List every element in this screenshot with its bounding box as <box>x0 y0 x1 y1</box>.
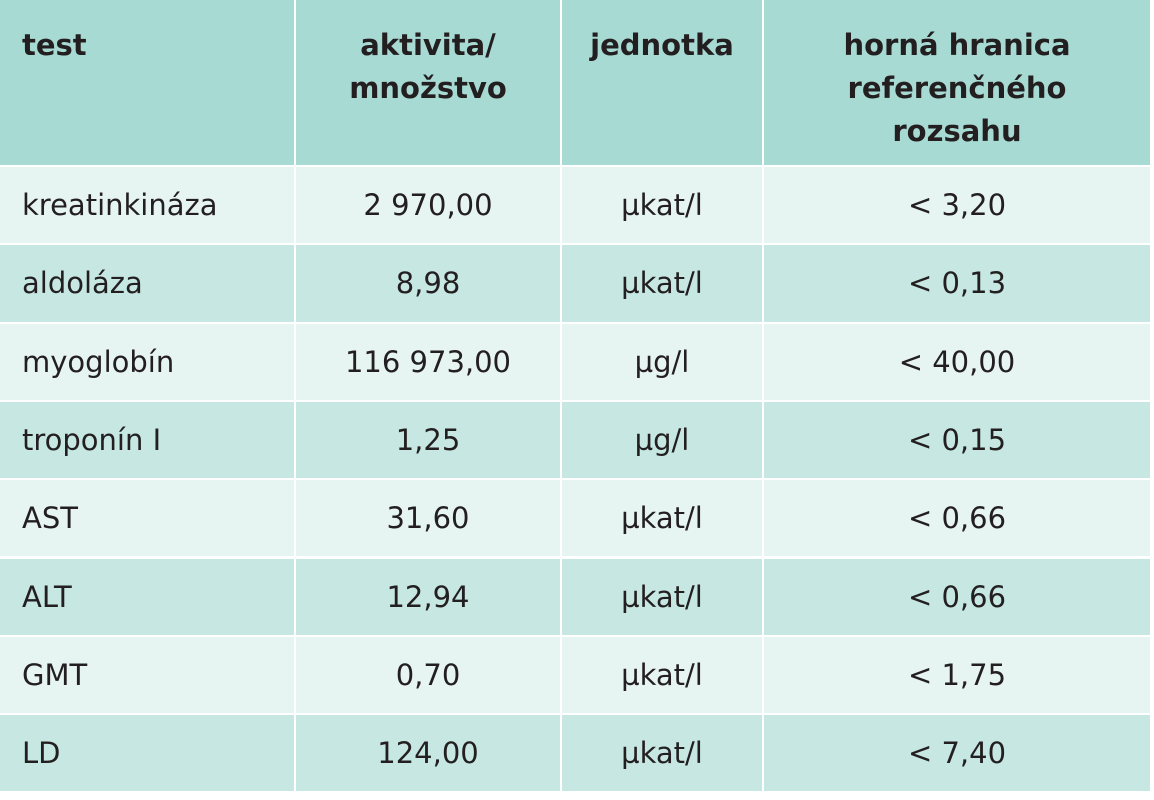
header-cell: horná hranica referenčného rozsahu <box>764 0 1150 165</box>
cell-text: ALT <box>22 579 72 614</box>
table-cell: < 0,13 <box>764 245 1150 322</box>
cell-text: LD <box>22 736 61 771</box>
table-cell: µkat/l <box>562 167 762 244</box>
cell-text: µkat/l <box>621 736 703 771</box>
table-cell: GMT <box>0 636 294 714</box>
table-cell: kreatinkináza <box>0 167 294 244</box>
table-cell: µg/l <box>562 323 762 400</box>
header-text: jednotka <box>590 28 734 62</box>
table-cell: < 0,15 <box>764 401 1150 479</box>
cell-text: 116 973,00 <box>344 344 512 379</box>
cell-text: 1,25 <box>395 423 461 458</box>
table-cell: < 7,40 <box>764 715 1150 792</box>
cell-text: < 0,13 <box>907 266 1007 301</box>
table-cell: ALT <box>0 558 294 635</box>
header-text: aktivita/ <box>360 28 496 62</box>
cell-text: µg/l <box>634 344 690 379</box>
header-cell: jednotka <box>562 0 762 165</box>
table-cell: AST <box>0 480 294 557</box>
table-cell: µkat/l <box>562 715 762 792</box>
table-cell: µkat/l <box>562 636 762 714</box>
cell-text: 124,00 <box>377 736 479 771</box>
cell-text: < 1,75 <box>907 657 1007 692</box>
table-cell: < 3,20 <box>764 167 1150 244</box>
cell-text: < 3,20 <box>907 188 1007 223</box>
table-cell: LD <box>0 715 294 792</box>
cell-text: aldoláza <box>22 266 143 301</box>
cell-text: GMT <box>22 657 88 692</box>
cell-text: µkat/l <box>621 266 703 301</box>
cell-text: µg/l <box>634 423 690 458</box>
header-text: test <box>22 28 87 62</box>
header-cell: test <box>0 0 294 165</box>
table-cell: 2 970,00 <box>296 167 560 244</box>
cell-text: 31,60 <box>386 501 470 536</box>
table-cell: µg/l <box>562 401 762 479</box>
table-cell: 0,70 <box>296 636 560 714</box>
cell-text: < 0,66 <box>907 501 1007 536</box>
table-cell: < 0,66 <box>764 480 1150 557</box>
cell-text: myoglobín <box>22 344 175 379</box>
cell-text: AST <box>22 501 78 536</box>
table-cell: troponín I <box>0 401 294 479</box>
header-text: rozsahu <box>892 114 1022 148</box>
cell-text: 0,70 <box>395 657 461 692</box>
table-cell: < 1,75 <box>764 636 1150 714</box>
cell-text: µkat/l <box>621 501 703 536</box>
cell-text: troponín I <box>22 423 162 458</box>
cell-text: kreatinkináza <box>22 188 218 223</box>
table-cell: µkat/l <box>562 245 762 322</box>
cell-text: µkat/l <box>621 579 703 614</box>
header-text: referenčného <box>847 71 1067 105</box>
table-cell: aldoláza <box>0 245 294 322</box>
table-cell: 8,98 <box>296 245 560 322</box>
header-text: horná hranica <box>843 28 1071 62</box>
table-cell: 116 973,00 <box>296 323 560 400</box>
cell-text: < 0,15 <box>907 423 1007 458</box>
cell-text: < 40,00 <box>898 344 1016 379</box>
table-cell: µkat/l <box>562 480 762 557</box>
table-cell: 124,00 <box>296 715 560 792</box>
cell-text: 8,98 <box>395 266 461 301</box>
table-cell: 1,25 <box>296 401 560 479</box>
table-cell: 12,94 <box>296 558 560 635</box>
cell-text: 12,94 <box>386 579 470 614</box>
cell-text: < 0,66 <box>907 579 1007 614</box>
header-cell: aktivita/množstvo <box>296 0 560 165</box>
cell-text: µkat/l <box>621 657 703 692</box>
cell-text: < 7,40 <box>907 736 1007 771</box>
cell-text: 2 970,00 <box>363 188 493 223</box>
table-cell: < 0,66 <box>764 558 1150 635</box>
table-cell: µkat/l <box>562 558 762 635</box>
cell-text: µkat/l <box>621 188 703 223</box>
table-cell: myoglobín <box>0 323 294 400</box>
table-cell: 31,60 <box>296 480 560 557</box>
table-cell: < 40,00 <box>764 323 1150 400</box>
header-text: množstvo <box>349 71 507 105</box>
